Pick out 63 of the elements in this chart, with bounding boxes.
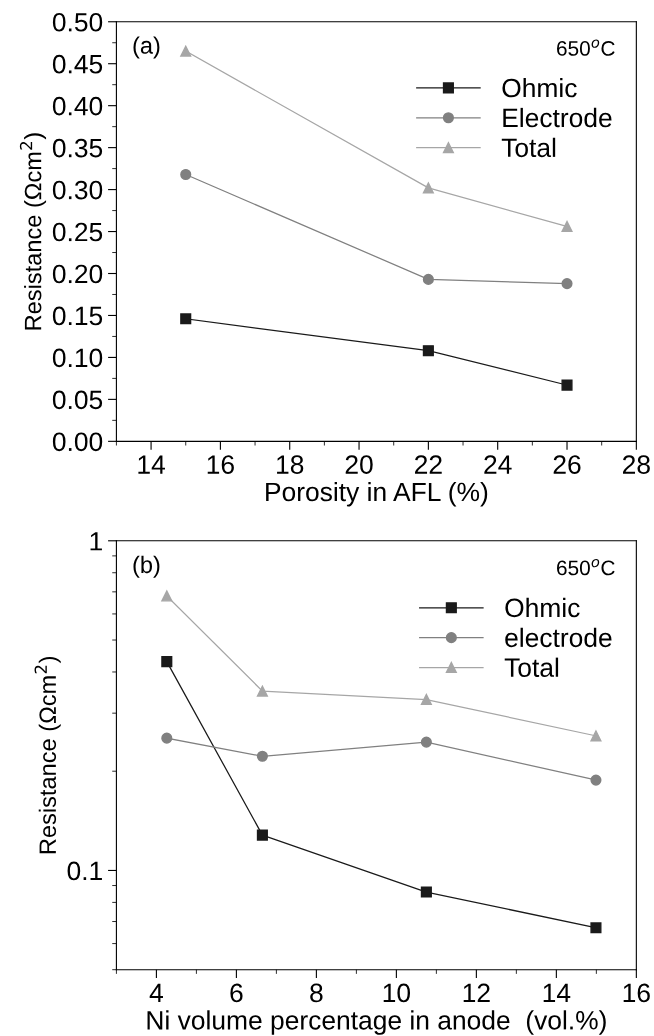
y-tick-label: 0.10	[52, 348, 103, 368]
point	[561, 379, 573, 391]
point	[180, 45, 192, 57]
point	[590, 730, 602, 742]
point	[256, 750, 268, 762]
x-tick-label: 14	[138, 455, 165, 474]
legend-label: electrode	[505, 627, 612, 648]
x-tick-label: 14	[543, 983, 571, 1003]
point	[180, 313, 192, 325]
annotation: (b)	[133, 555, 160, 578]
x-tick-label: 8	[310, 983, 323, 1003]
x-tick-label: 12	[463, 983, 490, 1003]
y-tick-label: 0.50	[52, 12, 103, 32]
x-tick-label: 10	[383, 983, 411, 1003]
x-tick-label: 4	[149, 983, 163, 1003]
point	[256, 685, 268, 697]
point	[422, 182, 434, 194]
point	[420, 693, 432, 706]
point	[161, 656, 173, 668]
annotation: (a)	[133, 36, 160, 59]
y-axis-title: Resistance (Ωcm$^{2}$)	[19, 133, 47, 330]
legend-label: Ohmic	[505, 597, 580, 618]
point	[422, 273, 434, 285]
point	[561, 220, 573, 233]
y-tick-label: 1	[90, 532, 102, 551]
x-tick-label: 22	[415, 455, 442, 474]
legend-label: Ohmic	[502, 77, 577, 98]
legend-label: Total	[501, 137, 556, 158]
y-tick-label: 0.15	[52, 306, 103, 326]
x-axis-title: Ni volume percentage in anode (vol.%)	[147, 1010, 606, 1035]
x-tick-label: 16	[623, 983, 650, 1003]
point	[590, 922, 602, 934]
point	[420, 886, 432, 898]
x-tick-label: 18	[277, 455, 304, 474]
y-tick-label: 0.45	[52, 54, 103, 74]
y-tick-label: 0.20	[52, 264, 103, 284]
x-axis-title: Porosity in AFL (%)	[266, 481, 488, 507]
y-tick-label: 0.35	[52, 138, 103, 158]
point	[590, 774, 602, 786]
y-tick-label: 0.25	[52, 222, 103, 242]
point	[161, 590, 173, 602]
x-tick-label: 20	[345, 455, 373, 474]
legend-label: Total	[504, 657, 559, 677]
point	[561, 278, 573, 290]
y-tick-label: 0.00	[52, 432, 103, 452]
y-tick-label: 0.40	[52, 96, 103, 116]
y-tick-label: 0.05	[52, 390, 103, 410]
y-tick-label: 0.1	[67, 861, 102, 881]
x-tick-label: 16	[207, 455, 234, 474]
legend-label: Electrode	[503, 107, 612, 128]
point	[420, 736, 432, 748]
point	[180, 168, 192, 181]
x-tick-label: 24	[484, 455, 512, 474]
point	[161, 732, 173, 744]
point	[422, 345, 434, 357]
x-tick-label: 28	[622, 455, 650, 474]
annotation: 650$^{o}$C	[557, 39, 615, 56]
x-tick-label: 26	[553, 455, 581, 474]
y-tick-label: 0.30	[52, 180, 103, 200]
x-tick-label: 6	[230, 983, 243, 1003]
annotation: 650$^{o}$C	[557, 558, 615, 576]
point	[256, 829, 268, 841]
y-axis-title: Resistance (Ωcm$^{2}$)	[34, 656, 61, 854]
